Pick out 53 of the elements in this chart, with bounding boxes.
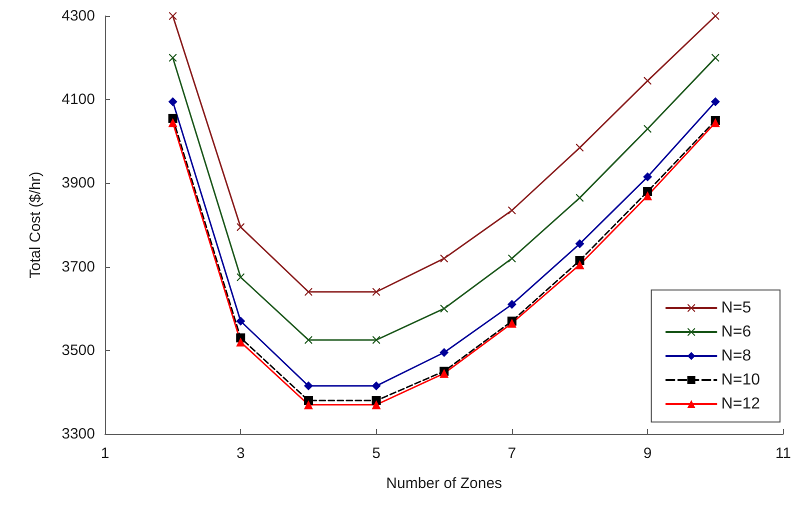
y-tick-label: 4300 <box>62 8 95 24</box>
legend-label: N=5 <box>721 300 752 316</box>
point <box>372 288 380 296</box>
point <box>236 338 246 347</box>
point <box>440 254 448 262</box>
point <box>168 97 178 106</box>
point <box>372 400 381 410</box>
point <box>507 300 516 309</box>
point <box>508 254 516 262</box>
x-axis-title: Number of Zones <box>386 475 502 492</box>
point <box>576 144 584 152</box>
x-tick-label: 7 <box>508 445 516 462</box>
y-tick-label: 3900 <box>62 174 95 192</box>
point <box>644 76 652 85</box>
x-tick-label: 11 <box>775 445 792 462</box>
point <box>168 54 177 62</box>
point <box>440 304 448 313</box>
legend-label: N=12 <box>721 396 760 412</box>
point <box>576 194 584 202</box>
point <box>168 12 177 20</box>
point <box>236 273 245 282</box>
x-tick-label: 5 <box>372 445 380 462</box>
legend-label: N=6 <box>721 324 752 340</box>
point <box>643 191 652 200</box>
x-tick-label: 3 <box>236 445 245 462</box>
point <box>508 206 516 214</box>
legend-label: N=8 <box>721 348 752 364</box>
point <box>168 118 178 128</box>
y-tick-label: 3500 <box>62 342 95 359</box>
point <box>372 381 381 390</box>
point <box>304 381 313 390</box>
point <box>710 97 720 106</box>
point <box>304 400 313 410</box>
x-tick-label: 9 <box>643 445 652 462</box>
point <box>372 336 380 344</box>
point <box>236 316 246 326</box>
point <box>644 124 652 133</box>
point <box>304 336 312 344</box>
point <box>236 223 245 232</box>
point <box>440 348 449 357</box>
point <box>711 12 720 20</box>
x-tick-label: 1 <box>100 445 110 462</box>
point <box>711 54 720 62</box>
y-axis-title: Total Cost ($/hr) <box>27 172 44 278</box>
point <box>575 239 584 248</box>
point <box>643 172 652 182</box>
y-tick-label: 3700 <box>62 258 95 276</box>
legend-label: N=10 <box>721 372 760 388</box>
y-tick-label: 4100 <box>62 91 95 108</box>
point <box>710 118 720 128</box>
point <box>575 260 584 270</box>
point <box>304 288 312 296</box>
y-tick-label: 3300 <box>62 426 95 442</box>
